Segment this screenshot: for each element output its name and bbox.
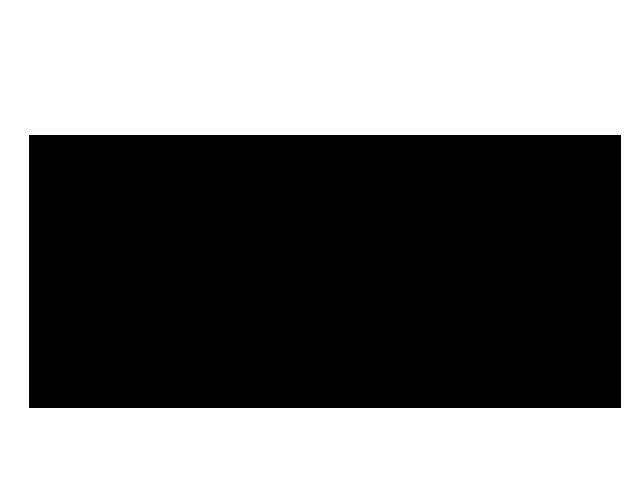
plot-background xyxy=(29,135,621,408)
